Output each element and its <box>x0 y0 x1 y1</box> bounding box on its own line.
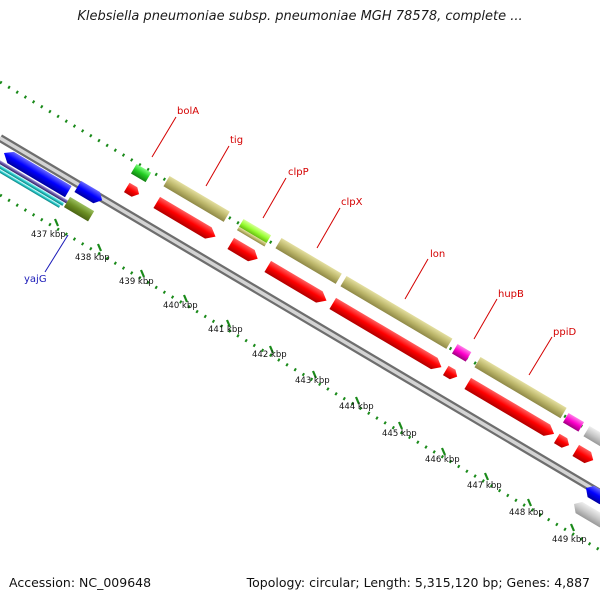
gene-label-hupb[interactable]: hupB <box>498 289 524 300</box>
gene-lon-feature[interactable] <box>340 275 453 349</box>
gene-label-bola[interactable]: bolA <box>177 106 199 117</box>
gene-arrow[interactable] <box>553 433 572 451</box>
gene-feature[interactable] <box>583 425 600 447</box>
scale-label: 446 kbp <box>425 455 460 465</box>
scale-label: 438 kbp <box>75 253 110 263</box>
gene-clpp-feature[interactable] <box>238 218 272 244</box>
gene-tig-feature[interactable] <box>163 175 230 222</box>
gene-yajg-feature[interactable] <box>0 148 72 198</box>
gene-feature[interactable] <box>63 196 95 222</box>
gene-label-ppid[interactable]: ppiD <box>553 327 576 338</box>
gene-arrow[interactable] <box>442 365 460 382</box>
gene-features <box>0 148 600 528</box>
gene-clpx-feature[interactable] <box>275 237 342 284</box>
scale-label: 443 kbp <box>295 376 330 386</box>
gene-bola-feature[interactable] <box>130 163 152 183</box>
scale-label: 449 kbp <box>552 535 587 545</box>
gene-arrow[interactable] <box>329 297 444 373</box>
gene-arrow[interactable] <box>74 180 105 206</box>
gene-arrow[interactable] <box>123 182 142 200</box>
gene-feature[interactable] <box>0 166 61 208</box>
gene-feature[interactable] <box>562 412 585 432</box>
gene-labels: bolA tig clpP clpX lon hupB ppiD yajG <box>24 106 576 338</box>
scale-label: 439 kbp <box>119 277 154 287</box>
gene-arrow[interactable] <box>264 260 329 307</box>
gene-arrow[interactable] <box>572 444 596 466</box>
gene-label-clpx[interactable]: clpX <box>341 197 363 208</box>
gene-label-tig[interactable]: tig <box>230 135 243 146</box>
scale-label: 444 kbp <box>339 402 374 412</box>
gene-arrow[interactable] <box>153 196 218 243</box>
scale-label: 447 kbp <box>467 481 502 491</box>
gene-feature[interactable] <box>0 163 65 206</box>
map-title: Klebsiella pneumoniae subsp. pneumoniae … <box>77 9 523 24</box>
genome-summary-text: Topology: circular; Length: 5,315,120 bp… <box>246 575 590 590</box>
accession-text: Accession: NC_009648 <box>9 575 152 590</box>
gene-label-lon[interactable]: lon <box>430 249 445 260</box>
gene-arrow[interactable] <box>570 499 600 528</box>
scale-labels: 437 kbp 438 kbp 439 kbp 440 kbp 441 kbp … <box>31 230 587 545</box>
gene-arrow[interactable] <box>227 237 260 265</box>
gene-arrow[interactable] <box>582 483 600 505</box>
gene-arrow[interactable] <box>464 377 557 440</box>
gene-ppid-feature[interactable] <box>474 356 567 419</box>
gene-feature[interactable] <box>0 159 68 204</box>
scale-track <box>0 193 600 552</box>
gene-label-clpp[interactable]: clpP <box>288 167 309 178</box>
scale-label: 437 kbp <box>31 230 66 240</box>
scale-label: 445 kbp <box>382 429 417 439</box>
gene-clpp-cds[interactable] <box>236 226 267 247</box>
scale-label: 440 kbp <box>163 301 198 311</box>
gene-label-yajg[interactable]: yajG <box>24 274 47 285</box>
scale-label: 441 kbp <box>208 325 243 335</box>
gene-leader-lines <box>44 116 553 376</box>
scale-label: 448 kbp <box>509 508 544 518</box>
scale-label: 442 kbp <box>252 350 287 360</box>
gene-hupb-feature[interactable] <box>451 343 472 362</box>
